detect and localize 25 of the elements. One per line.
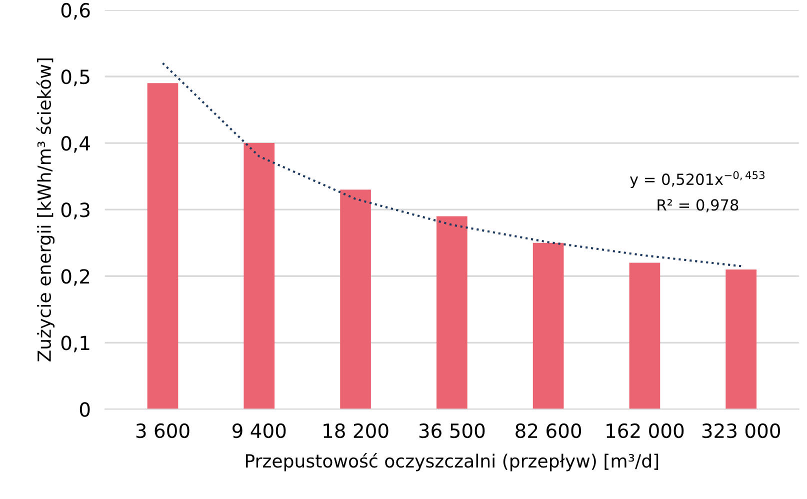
x-tick-label: 9 400 bbox=[232, 423, 286, 438]
y-axis-title: Zużycie energii [kWh/m³ ścieków] bbox=[36, 58, 55, 362]
x-axis-title: Przepustowość oczyszczalni (przepływ) [m³/d] bbox=[246, 453, 658, 472]
y-tick-label: 0,3 bbox=[61, 202, 90, 220]
bar bbox=[629, 262, 660, 410]
y-tick-label: 0,5 bbox=[61, 69, 90, 86]
bar bbox=[532, 242, 564, 410]
y-tick-label: 0,6 bbox=[61, 2, 90, 20]
x-tick-label: 323 000 bbox=[702, 423, 780, 438]
y-tick-label: 0,4 bbox=[61, 136, 90, 153]
annotation: R² = 0,978 bbox=[658, 199, 738, 212]
x-tick-label: 36 500 bbox=[419, 423, 485, 438]
y-tick-label: 0 bbox=[80, 402, 90, 417]
x-tick-label: 162 000 bbox=[606, 423, 684, 438]
x-tick-label: 82 600 bbox=[516, 423, 582, 438]
bar bbox=[436, 216, 468, 410]
x-tick-label: 3 600 bbox=[136, 423, 190, 438]
bar bbox=[726, 269, 757, 410]
bar bbox=[244, 143, 275, 410]
annotation: y = 0,5201x$^{−0,453}$ bbox=[630, 171, 765, 188]
x-tick-label: 18 200 bbox=[324, 423, 388, 438]
y-tick-label: 0,1 bbox=[61, 336, 90, 352]
y-tick-label: 0,2 bbox=[61, 269, 90, 286]
bar bbox=[147, 83, 178, 410]
bar bbox=[340, 190, 371, 410]
